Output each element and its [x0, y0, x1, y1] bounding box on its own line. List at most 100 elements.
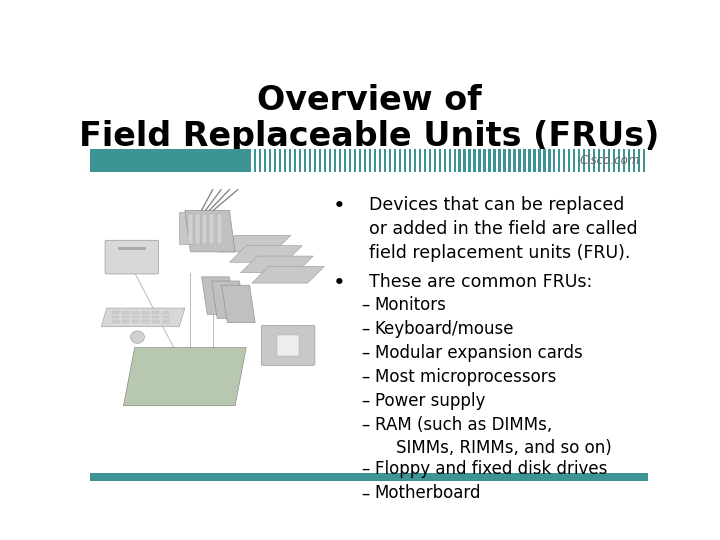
Bar	[551, 149, 553, 172]
Bar	[336, 149, 339, 172]
Bar	[643, 149, 645, 172]
Bar	[324, 149, 326, 172]
Bar	[163, 315, 169, 319]
Bar	[476, 149, 478, 172]
Bar	[364, 149, 366, 172]
Bar	[536, 149, 539, 172]
Bar	[311, 149, 314, 172]
Bar	[466, 149, 469, 172]
Bar	[488, 149, 490, 172]
Bar	[118, 246, 145, 250]
Bar	[446, 149, 449, 172]
Bar	[326, 149, 329, 172]
Bar	[351, 149, 354, 172]
Bar	[277, 335, 300, 356]
Bar	[369, 149, 371, 172]
Bar	[269, 149, 271, 172]
Text: Floppy and fixed disk drives: Floppy and fixed disk drives	[374, 460, 607, 478]
Bar	[618, 149, 621, 172]
Bar	[404, 149, 406, 172]
Bar	[495, 149, 498, 172]
Bar	[573, 149, 575, 172]
Bar	[306, 149, 309, 172]
Text: •: •	[333, 196, 346, 216]
Bar	[299, 149, 301, 172]
Bar	[508, 149, 510, 172]
Bar	[195, 214, 200, 244]
Bar	[481, 149, 483, 172]
Bar	[251, 149, 254, 172]
Bar	[304, 149, 306, 172]
Bar	[346, 149, 348, 172]
Bar	[583, 149, 585, 172]
Polygon shape	[218, 235, 291, 252]
Bar	[282, 149, 284, 172]
Bar	[539, 149, 541, 172]
Bar	[279, 149, 282, 172]
Bar	[381, 149, 384, 172]
Bar	[143, 312, 149, 314]
Bar	[356, 149, 359, 172]
Bar	[394, 149, 396, 172]
Text: –: –	[361, 320, 370, 338]
Bar	[454, 149, 456, 172]
Bar	[640, 149, 643, 172]
Bar	[560, 149, 563, 172]
Bar	[343, 149, 346, 172]
Bar	[528, 149, 531, 172]
Bar	[163, 312, 169, 314]
Text: –: –	[361, 460, 370, 478]
Bar	[249, 149, 251, 172]
Bar	[630, 149, 633, 172]
Bar	[163, 320, 169, 322]
Bar	[143, 315, 149, 319]
Bar	[374, 149, 376, 172]
Bar	[474, 149, 476, 172]
Bar	[603, 149, 606, 172]
Bar	[513, 149, 516, 172]
Text: •: •	[333, 273, 346, 293]
Bar	[314, 149, 316, 172]
Bar	[122, 315, 129, 319]
Bar	[202, 214, 207, 244]
Bar	[420, 149, 423, 172]
Bar	[321, 149, 324, 172]
Bar	[534, 149, 536, 172]
Polygon shape	[212, 281, 245, 319]
Ellipse shape	[130, 331, 145, 343]
Bar	[556, 149, 558, 172]
Bar	[426, 149, 428, 172]
Bar	[553, 149, 556, 172]
Bar	[633, 149, 635, 172]
Bar	[286, 149, 289, 172]
Text: Devices that can be replaced
or added in the field are called
field replacement : Devices that can be replaced or added in…	[369, 196, 638, 262]
Bar	[600, 149, 603, 172]
Bar	[396, 149, 399, 172]
Bar	[294, 149, 296, 172]
Bar	[276, 149, 279, 172]
Bar	[291, 149, 294, 172]
Bar	[611, 149, 613, 172]
Bar	[348, 149, 351, 172]
Bar	[296, 149, 299, 172]
Bar	[526, 149, 528, 172]
Bar	[510, 149, 513, 172]
Bar	[544, 149, 546, 172]
Text: –: –	[361, 368, 370, 386]
Bar	[371, 149, 374, 172]
Bar	[376, 149, 379, 172]
Bar	[490, 149, 493, 172]
Bar	[621, 149, 623, 172]
Text: Monitors: Monitors	[374, 295, 446, 314]
Bar	[588, 149, 590, 172]
Bar	[575, 149, 578, 172]
Bar	[635, 149, 638, 172]
Text: Modular expansion cards: Modular expansion cards	[374, 344, 582, 362]
Bar	[261, 149, 264, 172]
Bar	[570, 149, 573, 172]
Text: Most microprocessors: Most microprocessors	[374, 368, 556, 386]
Text: –: –	[361, 416, 370, 434]
Bar	[541, 149, 544, 172]
Bar	[359, 149, 361, 172]
Bar	[565, 149, 568, 172]
